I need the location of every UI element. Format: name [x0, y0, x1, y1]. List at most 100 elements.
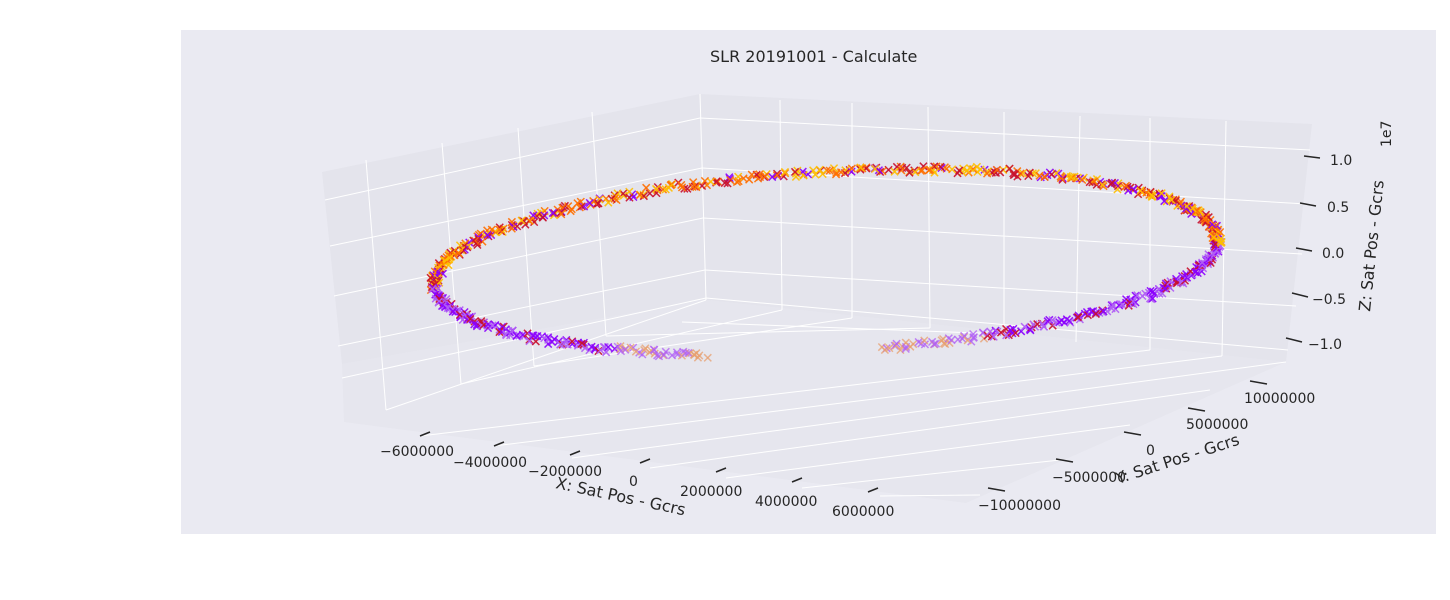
data-point [661, 347, 670, 356]
point-mark [768, 172, 777, 182]
y-tick-mark [1187, 407, 1206, 412]
point-mark [1190, 268, 1200, 277]
point-mark [602, 348, 611, 357]
point-mark [585, 198, 594, 208]
point-mark [566, 206, 575, 216]
point-mark [628, 343, 638, 352]
data-point [1035, 171, 1044, 180]
data-point [1186, 270, 1196, 279]
data-point [1106, 180, 1116, 189]
point-mark [448, 307, 458, 316]
point-mark [613, 342, 622, 351]
data-point [596, 345, 605, 355]
y-tick-label: 0 [1146, 443, 1155, 459]
point-mark [638, 350, 647, 359]
point-mark [434, 297, 444, 306]
y-tick-mark [1055, 458, 1074, 463]
point-mark [972, 162, 982, 172]
point-mark [953, 169, 962, 178]
point-mark [700, 176, 710, 186]
data-points [426, 162, 1226, 362]
point-mark [1201, 216, 1210, 225]
point-mark [840, 168, 850, 178]
data-point [550, 208, 559, 218]
point-mark [1167, 195, 1176, 205]
data-point [890, 167, 899, 176]
point-mark [847, 167, 856, 176]
point-mark [993, 327, 1002, 336]
data-point [841, 166, 850, 175]
data-point [538, 213, 548, 222]
point-mark [1187, 209, 1196, 219]
point-mark [901, 344, 910, 354]
point-mark [1171, 274, 1181, 284]
grid-line-z-right [705, 297, 1289, 351]
point-mark [989, 332, 998, 341]
data-point [692, 349, 701, 358]
data-point [1009, 324, 1018, 333]
data-point [454, 248, 463, 258]
point-mark [1099, 307, 1108, 316]
point-mark [1160, 196, 1169, 206]
point-mark [645, 189, 654, 198]
point-mark [713, 177, 722, 186]
point-mark [1091, 309, 1100, 319]
point-mark [557, 210, 566, 219]
point-mark [1124, 186, 1133, 195]
z-tick-labels: 1.0 0.5 0.0 −0.5 −1.0 1e7 [1308, 121, 1395, 353]
data-point [652, 184, 661, 194]
point-mark [1017, 327, 1026, 336]
point-mark [631, 347, 641, 356]
data-point [1188, 204, 1197, 213]
data-point [947, 335, 956, 345]
data-point [628, 343, 638, 352]
x-tick-mark [419, 431, 431, 437]
point-mark [1038, 319, 1047, 329]
point-mark [925, 165, 935, 174]
x-tick-label: −2000000 [528, 464, 602, 480]
grid-line-z-left [333, 217, 704, 297]
point-mark [681, 348, 690, 357]
point-mark [677, 183, 687, 192]
point-mark [543, 333, 553, 342]
grid-line-floor [385, 299, 707, 411]
point-mark [992, 165, 1002, 175]
z-tick-mark [1299, 202, 1317, 207]
data-point [930, 168, 939, 177]
point-mark [661, 185, 670, 194]
data-point [901, 344, 910, 354]
data-point [688, 182, 697, 191]
point-mark [1121, 181, 1131, 190]
point-mark [772, 171, 782, 180]
data-point [1002, 331, 1011, 340]
data-point [621, 345, 630, 354]
data-point [768, 172, 777, 182]
grid-line-floor [571, 361, 1287, 459]
point-mark [1186, 267, 1195, 276]
data-point [470, 236, 480, 245]
point-mark [483, 230, 492, 240]
grid-line-z-left [324, 117, 701, 201]
data-point [595, 195, 604, 204]
point-mark [1009, 169, 1018, 178]
data-point [1073, 312, 1082, 322]
data-point [525, 337, 534, 346]
point-mark [611, 192, 620, 201]
point-mark [892, 162, 902, 172]
point-mark [931, 339, 941, 348]
point-mark [538, 213, 548, 222]
data-point [790, 167, 800, 177]
point-mark [725, 173, 734, 182]
data-point [972, 162, 982, 172]
grid-line-floor [725, 424, 1131, 479]
grid-line-floor [879, 494, 981, 497]
point-mark [635, 348, 644, 357]
point-mark [1066, 174, 1076, 183]
point-mark [870, 164, 880, 174]
grid-line-x-back [365, 159, 387, 411]
point-mark [1085, 177, 1094, 187]
point-mark [969, 329, 978, 339]
x-tick-label: −4000000 [453, 455, 527, 471]
point-mark [506, 331, 515, 340]
point-mark [1009, 170, 1018, 180]
